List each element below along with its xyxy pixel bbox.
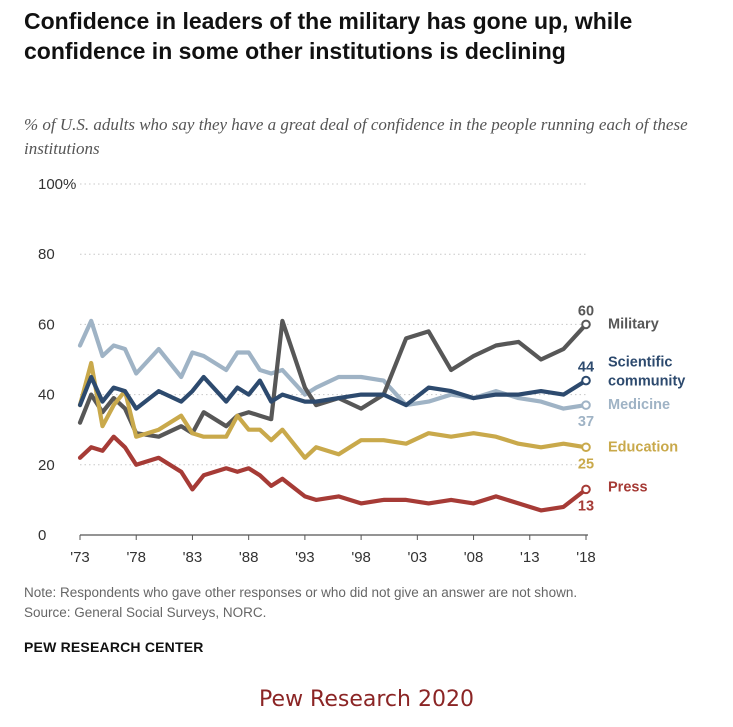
end-point-scientific-community [581, 375, 591, 386]
end-value-label-scientific-community: 44 [578, 360, 594, 376]
chart-title: Confidence in leaders of the military ha… [24, 8, 633, 64]
source-text: Source: General Social Surveys, NORC. [24, 605, 267, 620]
x-tick-label: '08 [464, 549, 484, 566]
end-point-medicine [581, 400, 591, 410]
x-tick-label: '73 [70, 549, 90, 566]
end-point-military [581, 319, 591, 330]
end-point-education [581, 442, 591, 453]
chart-notes: Note: Respondents who gave other respons… [24, 583, 724, 623]
series-label-medicine: Medicine [608, 397, 670, 413]
y-tick-label: 100% [38, 176, 76, 193]
end-value-label-medicine: 37 [578, 414, 594, 430]
series-label-scientific-community: community [608, 374, 685, 390]
series-label-scientific-community: Scientific [608, 355, 672, 371]
chart-subtitle: % of U.S. adults who say they have a gre… [24, 115, 688, 158]
end-value-label-education: 25 [578, 456, 594, 472]
x-tick-label: '13 [520, 549, 540, 566]
note-text: Note: Respondents who gave other respons… [24, 585, 578, 600]
brand-name: PEW RESEARCH CENTER [24, 639, 204, 655]
y-tick-label: 60 [38, 316, 55, 333]
y-tick-label: 20 [38, 457, 55, 474]
end-value-label-military: 60 [578, 303, 594, 319]
series-line-education [77, 360, 589, 460]
series-line-press [77, 434, 589, 513]
x-tick-label: '78 [126, 549, 146, 566]
y-tick-label: 40 [38, 387, 55, 404]
line-chart: 0 20 40 60 80 100% '73 '78 '83 '88 '93 '98 '03 '08 '13… [38, 176, 685, 566]
series-label-press: Press [608, 479, 648, 495]
series-label-education: Education [608, 439, 678, 455]
image-credit: Pew Research 2020 [259, 687, 474, 712]
y-tick-label: 0 [38, 527, 46, 544]
series-line-scientific-community [77, 374, 589, 411]
x-tick-label: '98 [351, 549, 371, 566]
series-label-military: Military [608, 316, 659, 332]
end-value-label-press: 13 [578, 498, 594, 514]
x-tick-label: '83 [183, 549, 203, 566]
x-tick-label: '18 [576, 549, 596, 566]
end-point-press [581, 484, 591, 495]
x-tick-label: '88 [239, 549, 259, 566]
x-tick-label: '03 [408, 549, 428, 566]
y-tick-label: 80 [38, 246, 55, 263]
x-tick-label: '93 [295, 549, 315, 566]
